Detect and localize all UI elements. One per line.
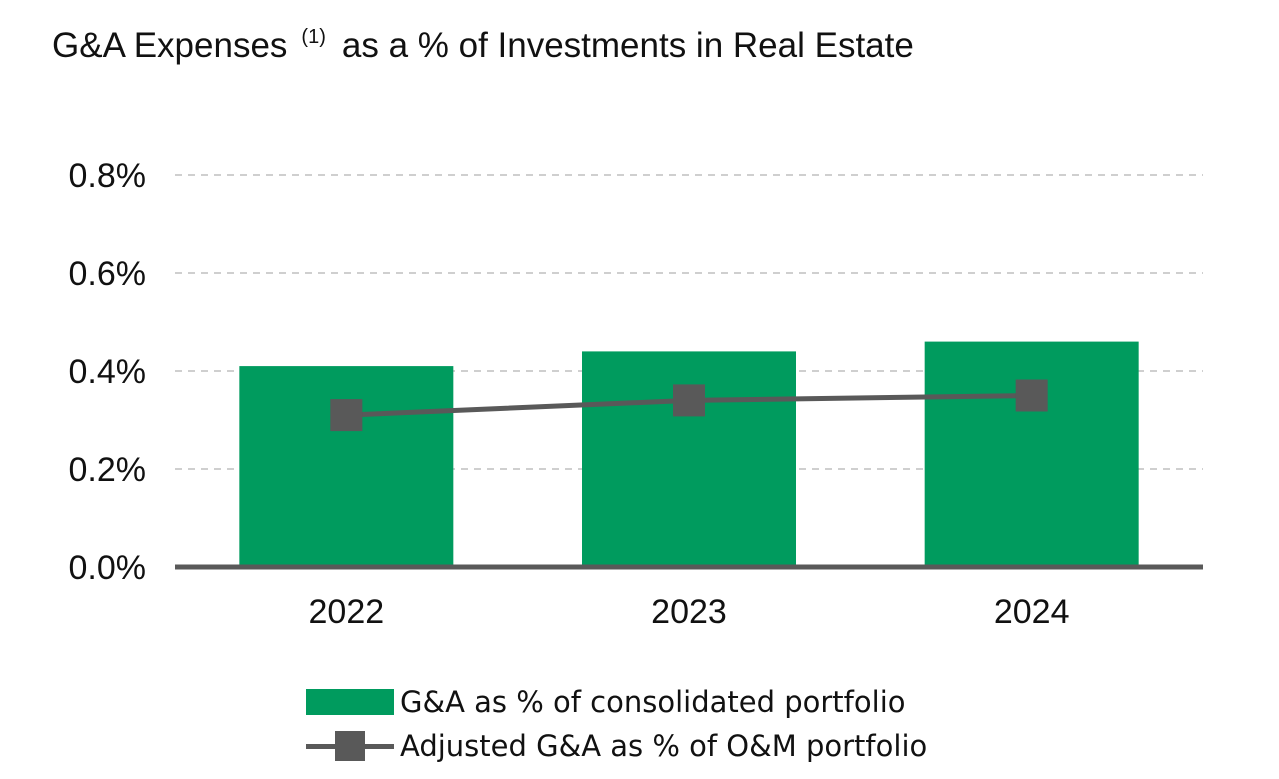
legend-square-marker <box>335 731 365 761</box>
chart-title-main: G&A Expenses <box>52 26 288 65</box>
bar <box>924 341 1139 567</box>
chart-legend: G&A as % of consolidated portfolio Adjus… <box>306 680 927 768</box>
square-marker <box>673 384 705 417</box>
y-tick-label: 0.8% <box>69 157 147 195</box>
chart-title: G&A Expenses (1) as a % of Investments in … <box>52 22 914 75</box>
y-tick-label: 0.0% <box>69 549 147 587</box>
bar <box>582 351 796 567</box>
square-marker <box>1015 379 1048 412</box>
legend-line-label: Adjusted G&A as % of O&M portfolio <box>400 729 928 763</box>
x-tick-label: 2022 <box>309 593 385 631</box>
square-marker <box>330 399 363 432</box>
chart-title-suffix: as a % of Investments in Real Estate <box>341 26 914 65</box>
y-tick-label: 0.6% <box>69 255 147 293</box>
legend-bar-label: G&A as % of consolidated portfolio <box>400 685 906 719</box>
axis-labels: 0.0% 0.2% 0.4% 0.6% 0.8% 2022 2023 2024 <box>69 157 1070 631</box>
line-series <box>330 379 1048 432</box>
legend-item-line: Adjusted G&A as % of O&M portfolio <box>306 724 927 768</box>
y-tick-label: 0.4% <box>69 353 147 391</box>
x-tick-label: 2024 <box>994 593 1070 631</box>
legend-bar-swatch <box>306 689 394 715</box>
x-tick-label: 2023 <box>651 593 727 631</box>
bar <box>239 366 454 567</box>
y-tick-label: 0.2% <box>69 451 147 489</box>
legend-item-bar: G&A as % of consolidated portfolio <box>306 680 927 724</box>
legend-line-swatch <box>306 731 394 761</box>
bar-series <box>239 341 1139 567</box>
chart-title-footnote-marker: (1) <box>301 26 326 48</box>
